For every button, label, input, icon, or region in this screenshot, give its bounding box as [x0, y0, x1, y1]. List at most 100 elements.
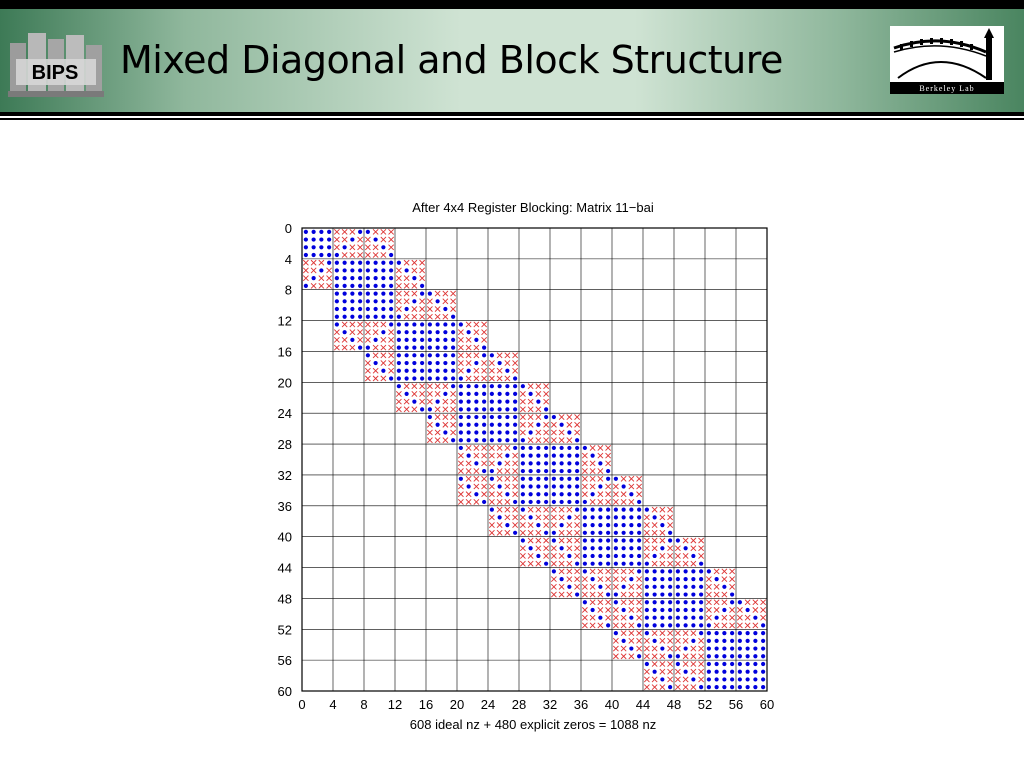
explicit-zero-x [527, 383, 534, 390]
x-stroke [705, 576, 712, 583]
nonzero-dot [668, 584, 673, 589]
x-stroke [558, 583, 565, 590]
explicit-zero-x [620, 630, 627, 637]
x-tick-label: 28 [512, 697, 526, 712]
explicit-zero-x [605, 583, 612, 590]
x-stroke [612, 583, 619, 590]
explicit-zero-x [605, 445, 612, 451]
explicit-zero-x [372, 321, 379, 328]
x-stroke [698, 653, 705, 660]
x-stroke [605, 568, 612, 575]
explicit-zero-x [566, 560, 573, 567]
explicit-zero-x [519, 514, 526, 521]
explicit-zero-x [512, 506, 519, 513]
explicit-zero-x [636, 607, 643, 613]
nonzero-dot [443, 353, 448, 358]
explicit-zero-x [667, 668, 674, 675]
nonzero-dot [730, 631, 735, 636]
nonzero-dot [652, 553, 657, 559]
explicit-zero-x [620, 568, 627, 575]
x-stroke [651, 684, 658, 691]
explicit-zero-x [690, 537, 697, 544]
x-stroke [488, 491, 495, 498]
x-stroke [450, 414, 457, 420]
nonzero-dot [466, 330, 471, 335]
x-stroke [566, 529, 573, 536]
nonzero-dot [714, 685, 719, 690]
x-stroke [698, 661, 705, 667]
explicit-zero-x [620, 491, 627, 498]
explicit-zero-x [411, 390, 418, 397]
nonzero-dot [613, 538, 618, 543]
nonzero-dot [737, 677, 742, 682]
explicit-zero-x [388, 336, 395, 343]
nonzero-dot [652, 584, 657, 589]
nonzero-dot [668, 538, 673, 543]
explicit-zero-x [488, 522, 495, 529]
x-stroke [620, 568, 627, 575]
nonzero-dot [536, 499, 541, 505]
x-stroke [333, 228, 340, 235]
explicit-zero-x [543, 383, 550, 390]
nonzero-dot [427, 360, 432, 366]
nonzero-dot [582, 445, 587, 451]
x-stroke [535, 414, 542, 420]
x-stroke [488, 452, 495, 459]
x-stroke [457, 352, 464, 359]
nonzero-dot [567, 476, 572, 481]
nonzero-dot [551, 530, 556, 535]
x-stroke [512, 491, 519, 498]
x-stroke [674, 676, 681, 683]
nonzero-dot [319, 237, 324, 242]
x-stroke [473, 468, 480, 474]
explicit-zero-x [543, 437, 550, 444]
nonzero-dot [559, 445, 564, 451]
x-stroke [481, 475, 488, 482]
x-stroke [566, 576, 573, 583]
nonzero-dot [350, 306, 355, 312]
explicit-zero-x [550, 514, 557, 521]
explicit-zero-x [496, 475, 503, 482]
nonzero-dot [513, 391, 518, 397]
x-stroke [698, 537, 705, 544]
x-stroke [574, 514, 581, 521]
x-stroke [597, 452, 604, 459]
x-stroke [395, 390, 402, 397]
x-stroke [364, 236, 371, 243]
explicit-zero-x [682, 637, 689, 644]
explicit-zero-x [457, 468, 464, 474]
nonzero-dot [334, 276, 339, 281]
nonzero-dot [342, 283, 347, 288]
x-stroke [341, 252, 348, 258]
explicit-zero-x [744, 614, 751, 621]
x-stroke [550, 576, 557, 583]
explicit-zero-x [612, 645, 619, 652]
nonzero-dot [551, 414, 556, 420]
nonzero-dot [575, 445, 580, 451]
nonzero-dot [528, 445, 533, 451]
x-stroke [620, 630, 627, 637]
x-stroke [581, 607, 588, 613]
nonzero-dot [474, 407, 479, 412]
nonzero-dot [427, 353, 432, 358]
explicit-zero-x [527, 421, 534, 428]
nonzero-dot [334, 322, 339, 327]
x-tick-label: 24 [481, 697, 495, 712]
x-stroke [698, 668, 705, 675]
nonzero-dot [451, 314, 456, 319]
x-stroke [674, 668, 681, 675]
nonzero-dot [582, 538, 587, 543]
explicit-zero-x [403, 383, 410, 390]
explicit-zero-x [302, 275, 309, 282]
nonzero-dot [652, 607, 657, 613]
explicit-zero-x [698, 553, 705, 559]
x-tick-label: 12 [388, 697, 402, 712]
nonzero-dot [420, 345, 425, 350]
x-stroke [450, 406, 457, 413]
nonzero-dot [567, 584, 572, 589]
x-stroke [628, 568, 635, 575]
explicit-zero-x [364, 336, 371, 343]
explicit-zero-x [457, 499, 464, 505]
explicit-zero-x [558, 537, 565, 544]
x-stroke [682, 537, 689, 544]
